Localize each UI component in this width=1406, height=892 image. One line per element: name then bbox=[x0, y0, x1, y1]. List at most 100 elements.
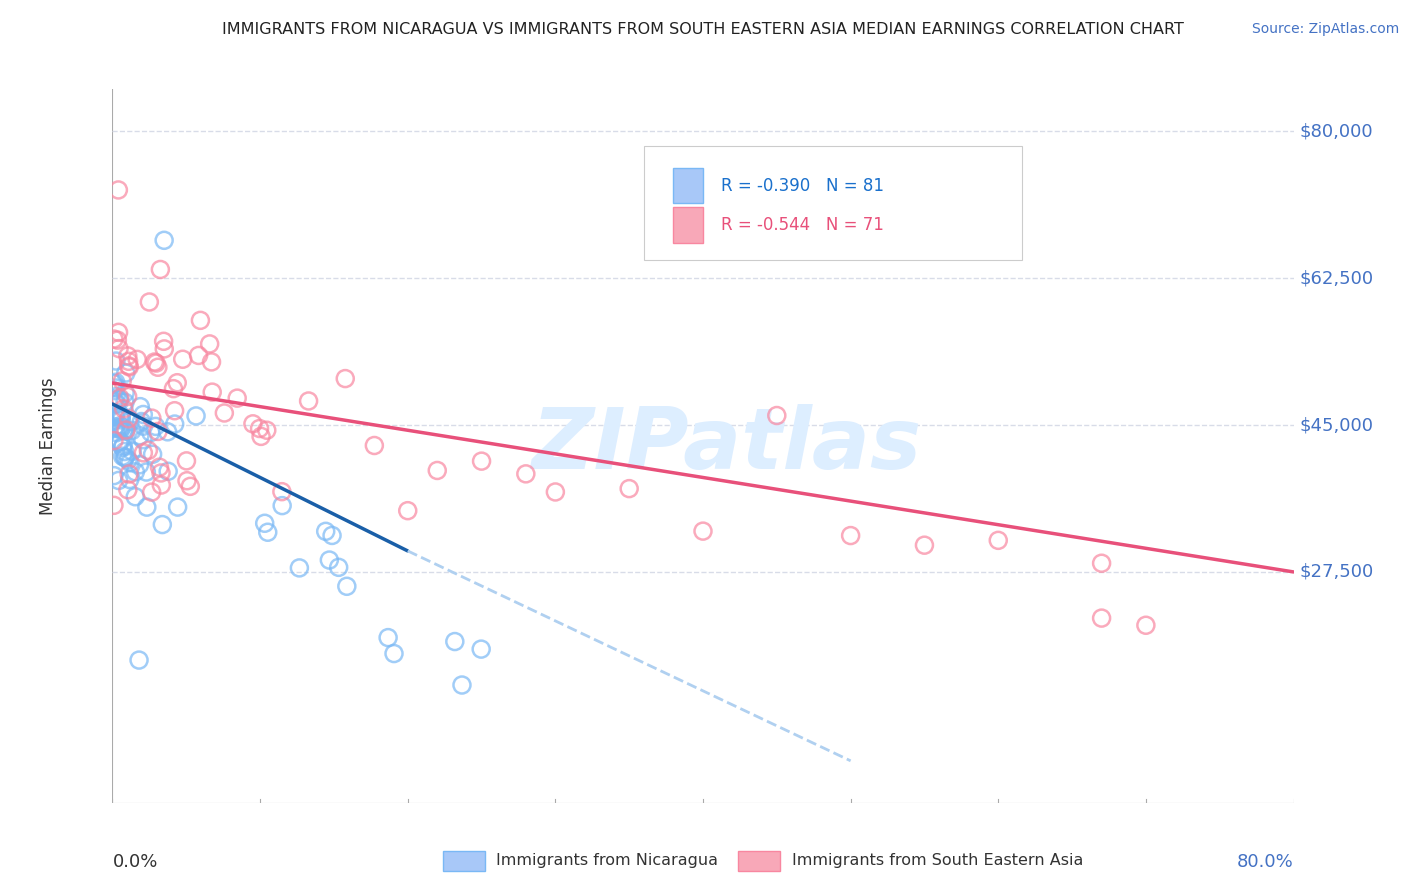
Point bbox=[839, 528, 862, 542]
Point bbox=[138, 443, 160, 458]
Point bbox=[242, 417, 264, 431]
Point bbox=[148, 460, 170, 475]
Point bbox=[443, 634, 465, 648]
Point bbox=[766, 409, 789, 423]
Point bbox=[176, 454, 198, 468]
FancyBboxPatch shape bbox=[673, 207, 703, 243]
Point bbox=[128, 458, 150, 472]
FancyBboxPatch shape bbox=[673, 168, 703, 203]
Point bbox=[131, 415, 153, 429]
Point bbox=[146, 425, 169, 439]
Point bbox=[104, 381, 127, 395]
Point bbox=[114, 395, 136, 409]
Text: 0.0%: 0.0% bbox=[112, 853, 157, 871]
Point bbox=[114, 366, 136, 380]
Point bbox=[103, 384, 125, 398]
Point bbox=[110, 434, 132, 449]
Point bbox=[198, 337, 221, 351]
Point bbox=[117, 389, 139, 403]
Point bbox=[108, 392, 131, 407]
Point bbox=[328, 560, 350, 574]
Point bbox=[104, 376, 127, 390]
Point bbox=[124, 465, 146, 479]
Point bbox=[214, 406, 236, 420]
Point bbox=[132, 419, 155, 434]
Point bbox=[544, 485, 567, 500]
Point bbox=[156, 425, 179, 439]
Point bbox=[253, 516, 276, 531]
Point bbox=[153, 233, 176, 247]
Point bbox=[184, 409, 207, 423]
Point bbox=[114, 385, 136, 400]
Point bbox=[135, 500, 157, 515]
Point bbox=[103, 408, 125, 422]
Point bbox=[117, 354, 139, 368]
Point bbox=[250, 429, 273, 443]
Point bbox=[103, 394, 125, 409]
Point bbox=[451, 678, 474, 692]
Point bbox=[112, 401, 135, 416]
Text: 80.0%: 80.0% bbox=[1237, 853, 1294, 871]
Point bbox=[103, 434, 125, 448]
Point bbox=[108, 418, 131, 433]
Point bbox=[132, 433, 155, 447]
Point bbox=[150, 517, 173, 532]
Point bbox=[145, 356, 167, 370]
FancyBboxPatch shape bbox=[644, 146, 1022, 260]
Point bbox=[129, 400, 152, 414]
Point bbox=[139, 425, 162, 440]
Point bbox=[166, 376, 188, 390]
Point bbox=[1091, 611, 1114, 625]
Point bbox=[142, 447, 165, 461]
Point bbox=[103, 468, 125, 483]
Point bbox=[114, 444, 136, 458]
Point bbox=[104, 420, 127, 434]
Point bbox=[108, 391, 131, 405]
Point bbox=[149, 262, 172, 277]
Text: R = -0.544   N = 71: R = -0.544 N = 71 bbox=[721, 216, 883, 234]
Point bbox=[110, 413, 132, 427]
Point bbox=[127, 352, 149, 367]
Point bbox=[111, 450, 134, 464]
Point bbox=[288, 561, 311, 575]
Point bbox=[112, 423, 135, 437]
Point bbox=[124, 490, 146, 504]
Text: Median Earnings: Median Earnings bbox=[38, 377, 56, 515]
Point bbox=[105, 425, 128, 440]
Point bbox=[108, 436, 131, 450]
Point bbox=[179, 479, 201, 493]
Point bbox=[107, 474, 129, 488]
Point bbox=[108, 408, 131, 422]
Point bbox=[515, 467, 537, 481]
Point bbox=[150, 466, 173, 480]
Point bbox=[104, 354, 127, 368]
Point bbox=[162, 382, 184, 396]
Point bbox=[110, 409, 132, 423]
Point bbox=[118, 415, 141, 429]
Point bbox=[145, 419, 167, 434]
Point bbox=[128, 653, 150, 667]
Point bbox=[118, 359, 141, 374]
Point bbox=[118, 359, 141, 373]
Point bbox=[105, 333, 128, 347]
Point bbox=[108, 394, 131, 409]
Text: IMMIGRANTS FROM NICARAGUA VS IMMIGRANTS FROM SOUTH EASTERN ASIA MEDIAN EARNINGS : IMMIGRANTS FROM NICARAGUA VS IMMIGRANTS … bbox=[222, 22, 1184, 37]
Point bbox=[117, 483, 139, 497]
Point bbox=[105, 390, 128, 404]
Point bbox=[226, 391, 249, 405]
Point bbox=[111, 374, 134, 388]
Point bbox=[114, 424, 136, 438]
Point bbox=[201, 385, 224, 400]
Text: $62,500: $62,500 bbox=[1299, 269, 1374, 287]
Point bbox=[270, 484, 292, 499]
Text: $80,000: $80,000 bbox=[1299, 122, 1374, 140]
Point bbox=[157, 464, 180, 478]
Text: R = -0.390   N = 81: R = -0.390 N = 81 bbox=[721, 177, 884, 194]
Point bbox=[377, 631, 399, 645]
Point bbox=[318, 553, 340, 567]
Point bbox=[114, 450, 136, 465]
Point bbox=[132, 408, 155, 422]
Point bbox=[117, 349, 139, 363]
Point bbox=[426, 463, 449, 477]
Point bbox=[166, 500, 188, 514]
